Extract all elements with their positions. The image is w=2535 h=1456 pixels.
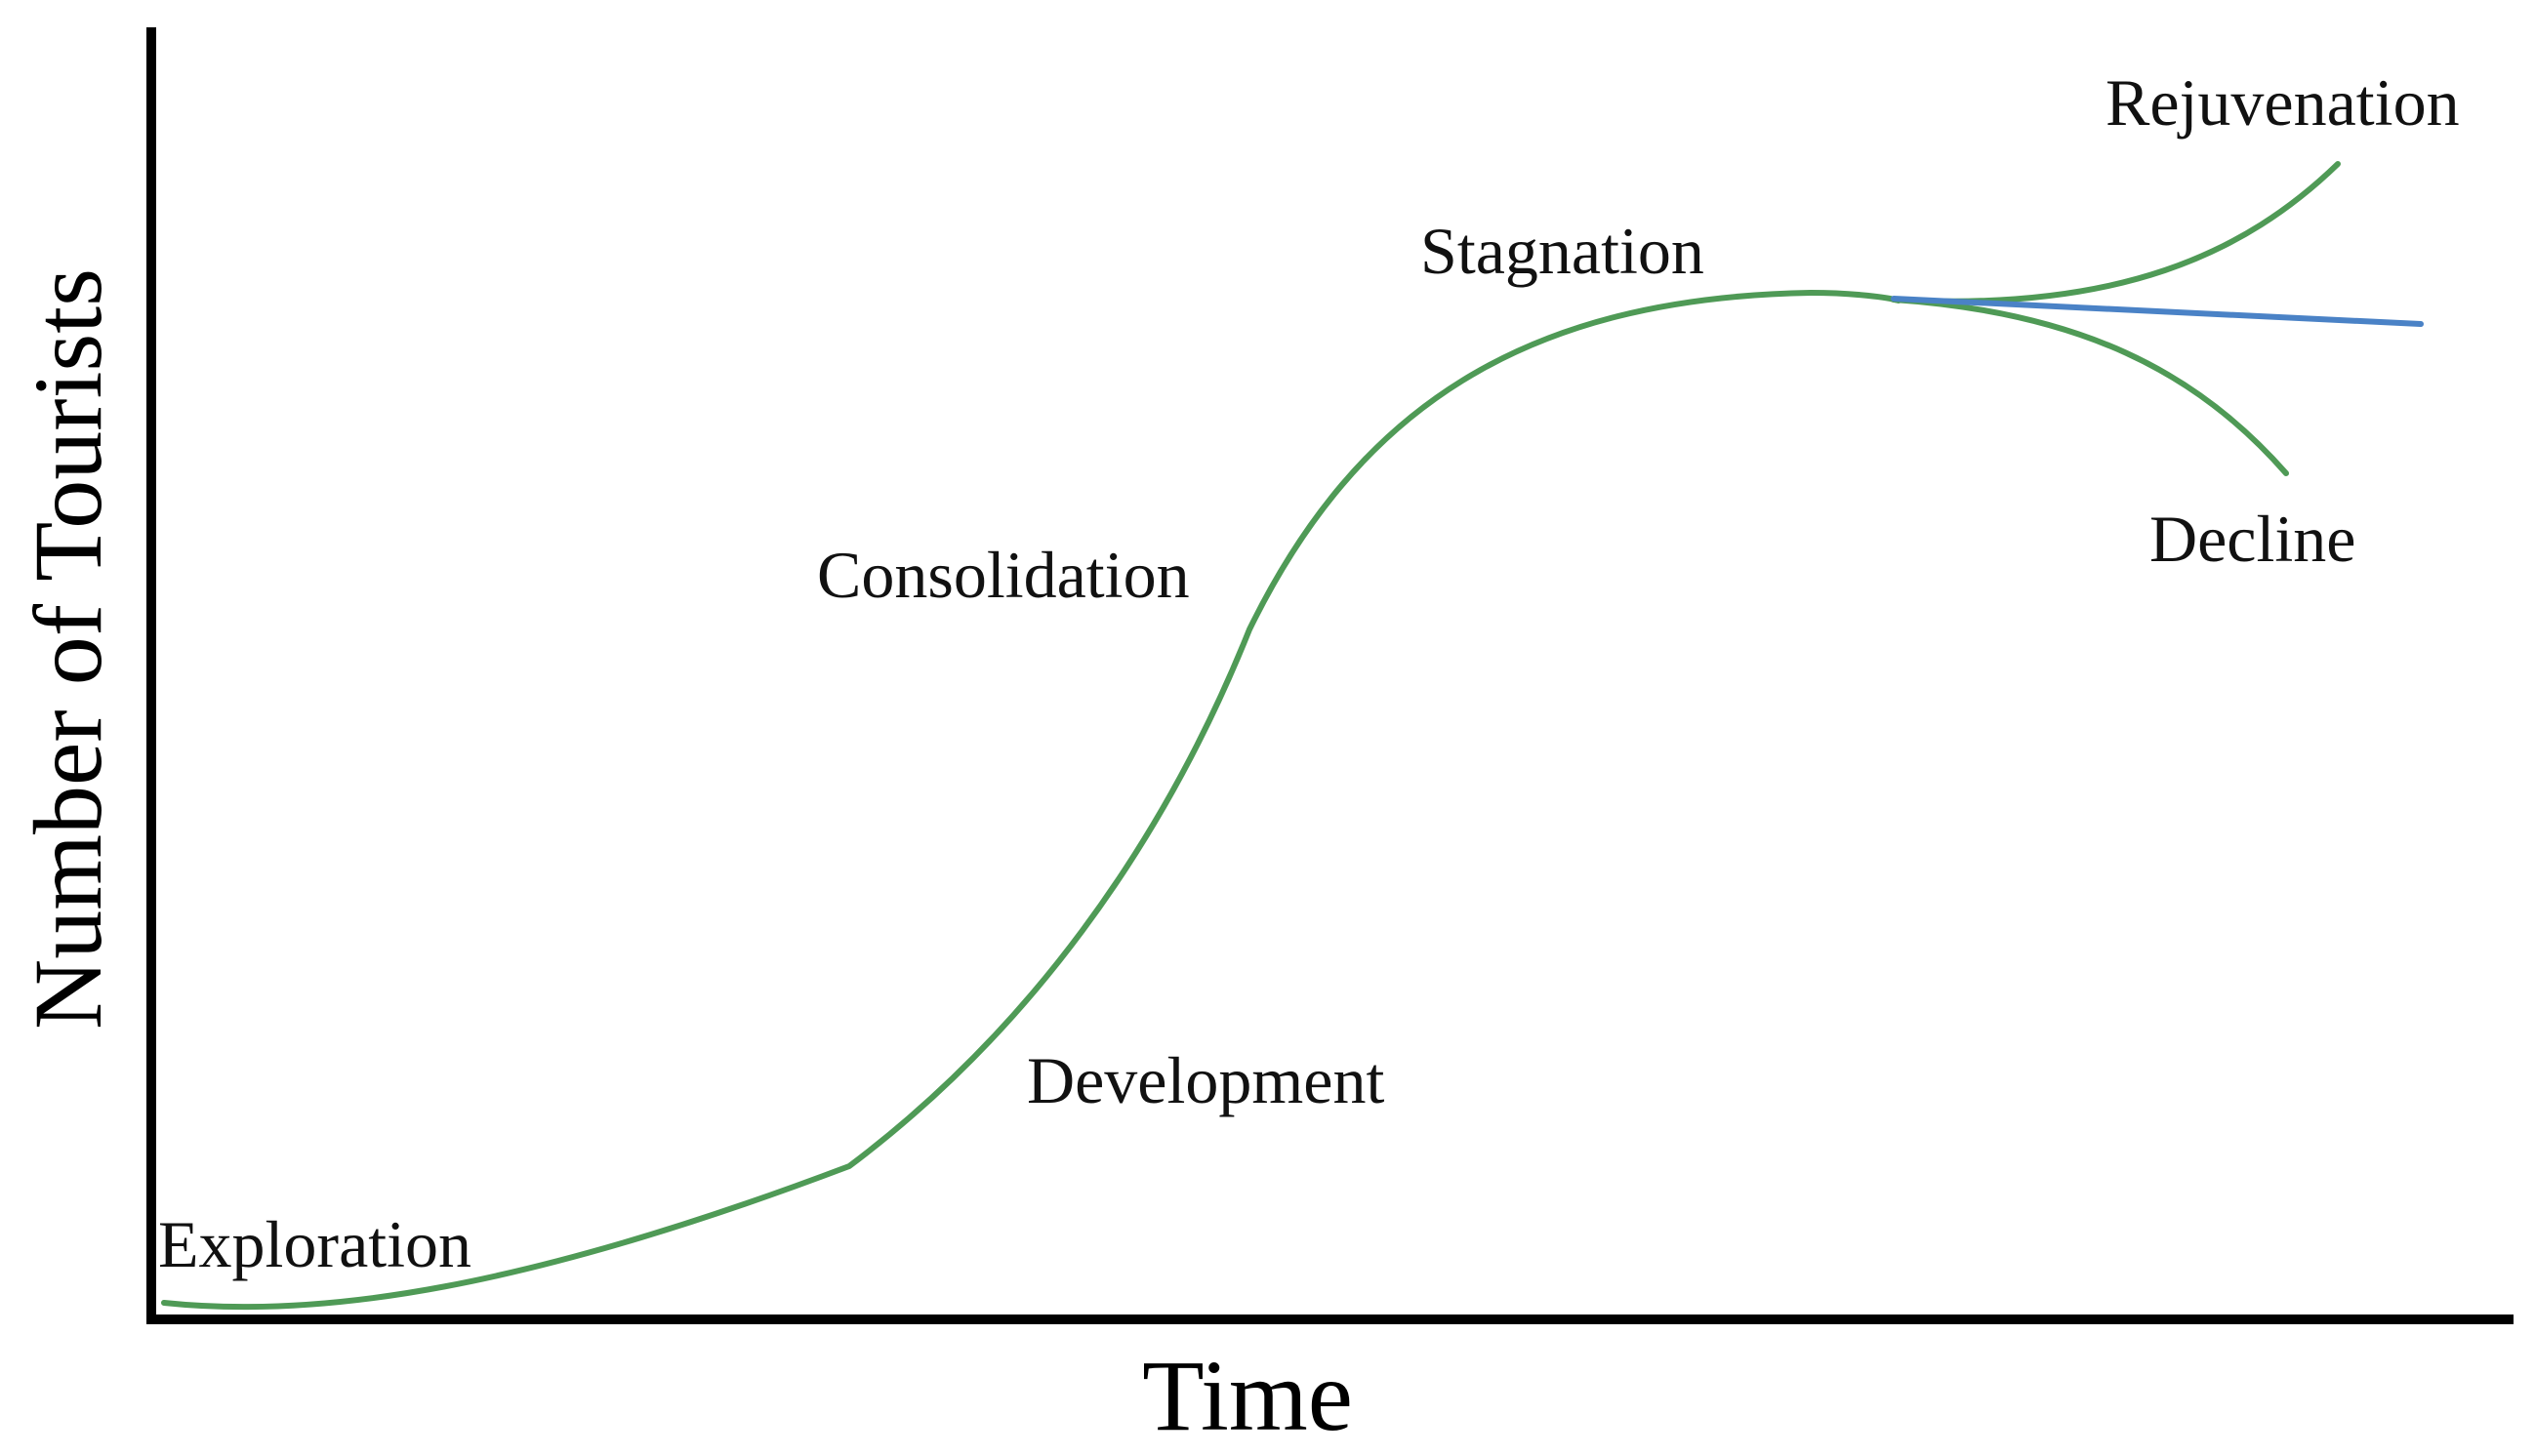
label-decline: Decline [2149, 502, 2355, 576]
stabilization-curve [1891, 296, 2424, 327]
label-development: Development [1027, 1043, 1384, 1117]
rejuvenation-curve [1891, 161, 2341, 304]
life-cycle-main-curve [161, 290, 1901, 1311]
label-rejuvenation: Rejuvenation [2106, 65, 2460, 140]
label-stagnation: Stagnation [1420, 214, 1704, 288]
x-axis-title: Time [1142, 1340, 1353, 1452]
label-consolidation: Consolidation [817, 538, 1190, 612]
label-exploration: Exploration [158, 1207, 471, 1281]
decline-curve [1891, 297, 2289, 476]
y-axis-title: Number of Tourists [14, 268, 122, 1030]
